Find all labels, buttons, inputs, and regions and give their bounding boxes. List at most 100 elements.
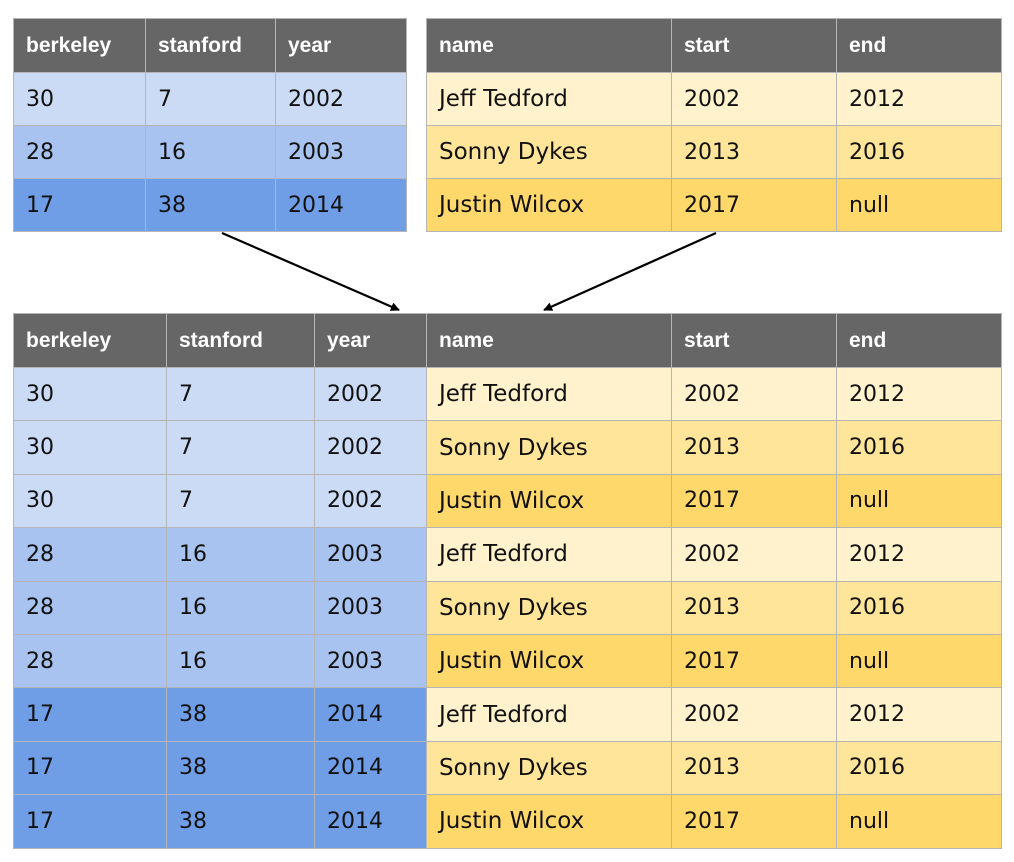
- table-row: 30 7 2002 Sonny Dykes 2013 2016: [13, 420, 1002, 475]
- table-row: 17 38 2014 Justin Wilcox 2017 null: [13, 794, 1002, 849]
- table-cell: 2003: [275, 125, 407, 179]
- table-cell: 2002: [671, 366, 837, 422]
- table-cell: Justin Wilcox: [426, 178, 672, 232]
- table-cell: 2003: [314, 633, 427, 689]
- table-cell: 2012: [836, 527, 1002, 582]
- header-year: year: [275, 18, 407, 73]
- table-cell: Jeff Tedford: [426, 527, 672, 582]
- right-source-table: name start end Jeff Tedford 2002 2012 So…: [426, 18, 1002, 232]
- table-cell: 2013: [671, 740, 837, 796]
- table-cell: 2017: [671, 178, 837, 232]
- table-cell: 2016: [836, 580, 1002, 635]
- table-cell: Sonny Dykes: [426, 125, 672, 179]
- table-row: Sonny Dykes 2013 2016: [426, 125, 1002, 179]
- table-cell: 28: [13, 633, 167, 689]
- table-cell: 2003: [314, 580, 427, 635]
- table-cell: 2017: [671, 473, 837, 529]
- header-name: name: [426, 313, 672, 368]
- table-row: 17 38 2014: [13, 178, 407, 232]
- table-row: 28 16 2003 Sonny Dykes 2013 2016: [13, 580, 1002, 635]
- table-cell: 17: [13, 687, 167, 742]
- header-berkeley: berkeley: [13, 313, 167, 368]
- table-cell: 30: [13, 366, 167, 422]
- table-cell: Jeff Tedford: [426, 72, 672, 126]
- table-cell: 2013: [671, 580, 837, 635]
- table-cell: 2012: [836, 687, 1002, 742]
- table-cell: 2017: [671, 633, 837, 689]
- right-join-arrow: [543, 231, 717, 312]
- left-join-arrow: [221, 231, 400, 312]
- table-cell: 38: [166, 794, 315, 849]
- header-start: start: [671, 313, 837, 368]
- header-start: start: [671, 18, 837, 73]
- table-cell: 7: [166, 420, 315, 475]
- table-cell: 2016: [836, 125, 1002, 179]
- table-row: 28 16 2003: [13, 125, 407, 179]
- table-cell: Justin Wilcox: [426, 633, 672, 689]
- table-cell: Justin Wilcox: [426, 473, 672, 529]
- table-cell: 2014: [314, 687, 427, 742]
- left-source-table: berkeley stanford year 30 7 2002 28 16 2…: [13, 18, 407, 232]
- table-row: Jeff Tedford 2002 2012: [426, 72, 1002, 126]
- result-table-header-row: berkeley stanford year name start end: [13, 313, 1002, 368]
- header-stanford: stanford: [145, 18, 276, 73]
- table-cell: Jeff Tedford: [426, 366, 672, 422]
- table-cell: 30: [13, 420, 167, 475]
- header-stanford: stanford: [166, 313, 315, 368]
- header-end: end: [836, 313, 1002, 368]
- table-cell: 2016: [836, 420, 1002, 475]
- table-cell: 30: [13, 473, 167, 529]
- right-table-header-row: name start end: [426, 18, 1002, 73]
- table-cell: 28: [13, 527, 167, 582]
- header-year: year: [314, 313, 427, 368]
- table-cell: Sonny Dykes: [426, 420, 672, 475]
- table-cell: null: [836, 473, 1002, 529]
- table-cell: 2002: [671, 72, 837, 126]
- table-cell: 38: [145, 178, 276, 232]
- table-cell: 2002: [275, 72, 407, 126]
- header-berkeley: berkeley: [13, 18, 146, 73]
- table-cell: 16: [166, 633, 315, 689]
- table-row: 30 7 2002 Justin Wilcox 2017 null: [13, 473, 1002, 529]
- table-cell: Justin Wilcox: [426, 794, 672, 849]
- table-row: Justin Wilcox 2017 null: [426, 178, 1002, 232]
- table-cell: 2017: [671, 794, 837, 849]
- table-row: 30 7 2002 Jeff Tedford 2002 2012: [13, 366, 1002, 422]
- table-cell: 17: [13, 740, 167, 796]
- table-cell: 38: [166, 687, 315, 742]
- table-cell: 2012: [836, 72, 1002, 126]
- table-cell: 30: [13, 72, 146, 126]
- table-cell: null: [836, 633, 1002, 689]
- table-cell: 2002: [314, 473, 427, 529]
- left-table-header-row: berkeley stanford year: [13, 18, 407, 73]
- result-table: berkeley stanford year name start end 30…: [13, 313, 1002, 849]
- table-cell: 2014: [314, 794, 427, 849]
- table-cell: 2002: [314, 366, 427, 422]
- table-cell: 16: [145, 125, 276, 179]
- table-cell: 16: [166, 580, 315, 635]
- table-cell: 2002: [671, 527, 837, 582]
- table-cell: 7: [166, 473, 315, 529]
- header-name: name: [426, 18, 672, 73]
- table-cell: Jeff Tedford: [426, 687, 672, 742]
- table-cell: null: [836, 178, 1002, 232]
- table-row: 28 16 2003 Jeff Tedford 2002 2012: [13, 527, 1002, 582]
- table-cell: 17: [13, 794, 167, 849]
- table-cell: 7: [166, 366, 315, 422]
- table-cell: 17: [13, 178, 146, 232]
- table-cell: 2016: [836, 740, 1002, 796]
- table-row: 30 7 2002: [13, 72, 407, 126]
- table-row: 17 38 2014 Sonny Dykes 2013 2016: [13, 740, 1002, 796]
- table-cell: 2014: [275, 178, 407, 232]
- table-cell: 2003: [314, 527, 427, 582]
- table-cell: 16: [166, 527, 315, 582]
- table-cell: 2002: [671, 687, 837, 742]
- table-cell: 2014: [314, 740, 427, 796]
- table-cell: 2013: [671, 125, 837, 179]
- table-cell: 28: [13, 125, 146, 179]
- table-cell: 28: [13, 580, 167, 635]
- table-cell: Sonny Dykes: [426, 740, 672, 796]
- header-end: end: [836, 18, 1002, 73]
- table-cell: 38: [166, 740, 315, 796]
- table-cell: 2013: [671, 420, 837, 475]
